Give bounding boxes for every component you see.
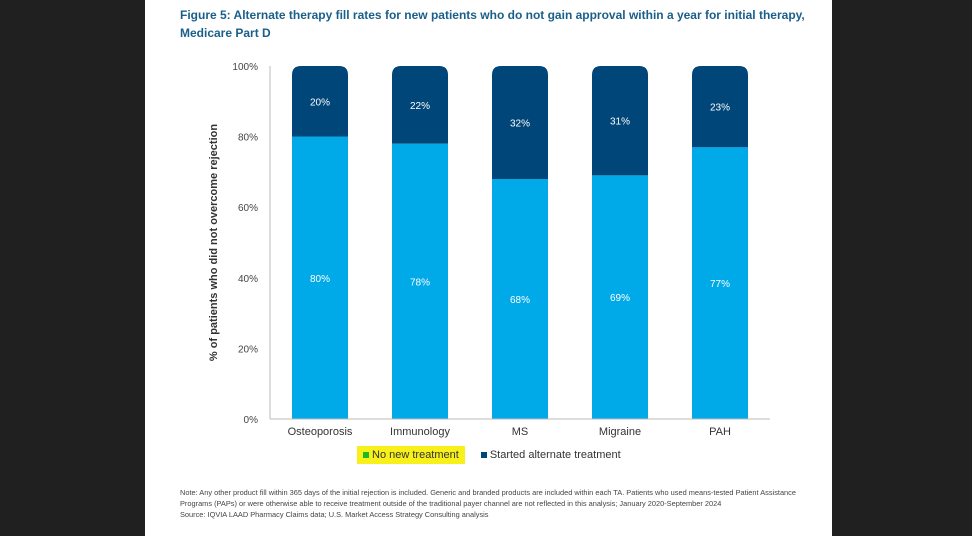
bar-segment <box>392 143 448 419</box>
bar-segment <box>592 175 648 419</box>
bar-data-label: 69% <box>610 293 630 304</box>
legend-swatch-started-alternate <box>480 452 487 458</box>
legend-label-no-new-treatment: No new treatment <box>372 449 459 461</box>
y-tick-label: 60% <box>238 203 258 214</box>
bar-segment <box>292 136 348 419</box>
bar-segment <box>292 66 348 137</box>
legend-swatch-no-new-treatment <box>363 452 369 458</box>
note-text: Note: Any other product fill within 365 … <box>180 488 796 508</box>
y-tick-label: 80% <box>238 133 258 144</box>
legend-label-started-alternate: Started alternate treatment <box>489 449 621 461</box>
bar-segment <box>492 66 548 179</box>
bar-data-label: 78% <box>410 277 430 288</box>
x-tick-label: MS <box>512 426 529 438</box>
source-text: Source: IQVIA LAAD Pharmacy Claims data;… <box>180 509 489 519</box>
viewer-left-margin <box>0 0 145 536</box>
y-tick-label: 0% <box>244 415 259 426</box>
bar-segment <box>492 178 548 419</box>
bar-data-label: 80% <box>310 274 330 285</box>
y-tick-label: 40% <box>238 274 258 285</box>
x-tick-label: Osteoporosis <box>288 426 353 438</box>
legend-item-started-alternate: Started alternate treatment <box>475 446 627 464</box>
y-axis-label: % of patients who did not overcome rejec… <box>208 124 220 361</box>
bar-segment <box>592 66 648 176</box>
bar-data-label: 68% <box>510 295 530 306</box>
legend-item-no-new-treatment: No new treatment <box>357 446 465 464</box>
bar-data-label: 23% <box>710 103 730 114</box>
bar-data-label: 31% <box>610 117 630 128</box>
stacked-bar-chart: % of patients who did not overcome rejec… <box>208 62 770 438</box>
bar-segment <box>392 66 448 144</box>
x-tick-label: Migraine <box>599 426 641 438</box>
x-tick-label: Immunology <box>390 426 450 438</box>
bar-data-label: 22% <box>410 101 430 112</box>
bar-data-label: 77% <box>710 279 730 290</box>
bar-data-label: 20% <box>310 97 330 108</box>
y-tick-label: 20% <box>238 344 258 355</box>
x-tick-label: PAH <box>709 426 731 438</box>
y-tick-label: 100% <box>232 62 258 73</box>
bar-segment <box>692 66 748 148</box>
bar-segment <box>692 147 748 419</box>
document-page: Figure 5: Alternate therapy fill rates f… <box>145 0 832 536</box>
viewer-right-margin <box>832 0 972 536</box>
bar-data-label: 32% <box>510 118 530 129</box>
chart-legend: No new treatment Started alternate treat… <box>357 444 627 466</box>
chart-note: Note: Any other product fill within 365 … <box>180 488 810 520</box>
chart-title: Figure 5: Alternate therapy fill rates f… <box>180 8 805 40</box>
